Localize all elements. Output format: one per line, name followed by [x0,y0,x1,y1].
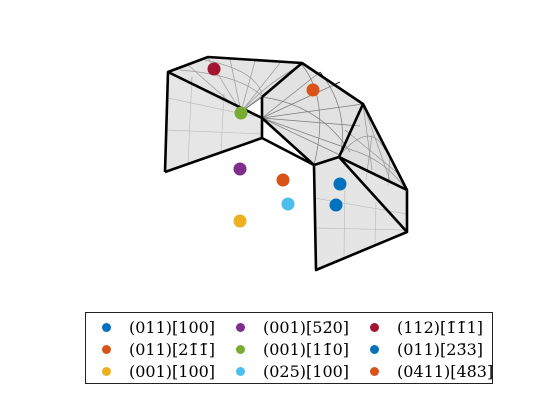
legend: (011)[100] (011)[21̄1̄] (001)[100] (001)… [85,312,493,384]
legend-item: (011)[100] [86,316,215,338]
legend-label: (011)[21̄1̄] [129,339,216,359]
legend-item: (011)[23̄3] [354,338,483,360]
marker-011-233 [329,198,343,212]
marker-011-100 [333,177,347,191]
legend-marker [370,366,379,376]
marker-112-111 [207,62,221,76]
legend-label: (011)[100] [129,317,216,337]
legend-marker [236,322,245,332]
legend-marker [370,322,379,332]
legend-label: (001)[11̄0] [263,339,350,359]
legend-marker [102,322,111,332]
legend-item: (025)[100] [220,360,349,382]
marker-001-520 [233,162,247,176]
legend-label: (001)[100] [129,361,216,381]
legend-label: (112)[1̄1̄1] [397,317,484,337]
legend-label: (001)[52̄0] [263,317,350,337]
legend-item: (0411)[48̄3] [354,360,493,382]
legend-label: (025)[100] [263,361,350,381]
legend-marker [370,344,379,354]
legend-marker [236,366,245,376]
legend-label: (0411)[48̄3] [397,361,494,381]
legend-item: (011)[21̄1̄] [86,338,215,360]
marker-001-110 [234,106,248,120]
legend-item: (001)[52̄0] [220,316,349,338]
legend-marker [102,344,111,354]
legend-label: (011)[23̄3] [397,339,484,359]
legend-item: (001)[11̄0] [220,338,349,360]
marker-025-100 [281,197,295,211]
legend-marker [236,344,245,354]
legend-item: (001)[100] [86,360,215,382]
legend-item: (112)[1̄1̄1] [354,316,483,338]
marker-001-100 [233,214,247,228]
marker-011-211 [276,173,290,187]
orientation-markers [207,62,347,228]
solid-outline [163,55,409,272]
marker-0411-483 [306,83,320,97]
legend-marker [102,366,111,376]
